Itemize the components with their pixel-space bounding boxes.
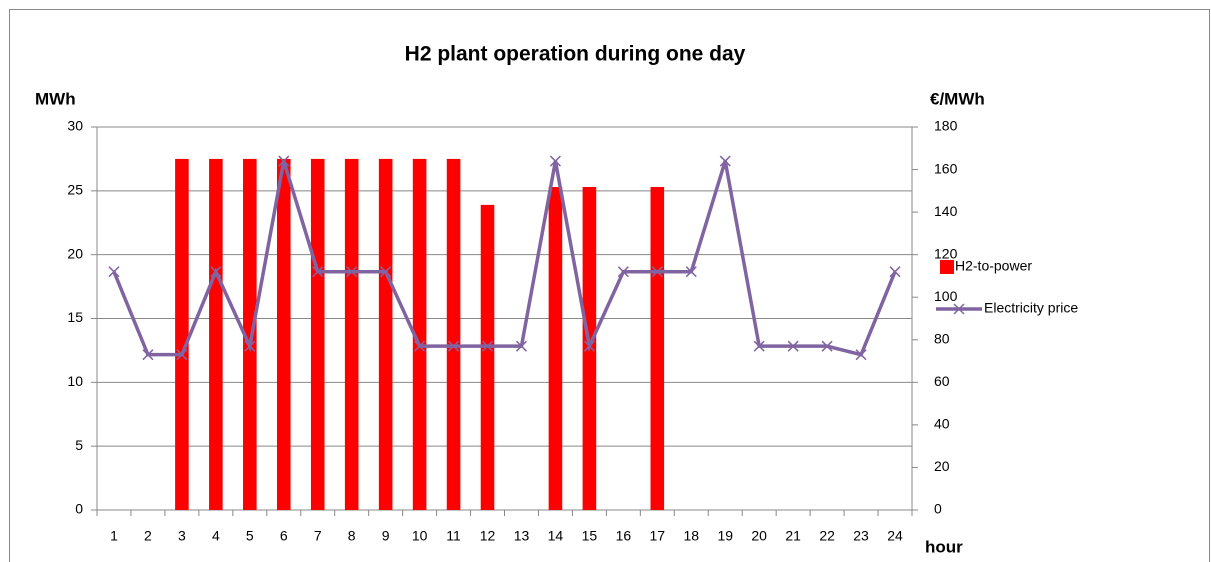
x-tick-label: 17 (650, 528, 666, 544)
bar (276, 158, 291, 510)
marker (346, 266, 358, 278)
y-tick-label: 5 (75, 437, 83, 453)
y-tick-label: 10 (67, 373, 83, 389)
y2-tick-label: 0 (934, 501, 942, 517)
x-tick-label: 5 (246, 528, 254, 544)
x-tick-label: 4 (212, 528, 220, 544)
x-axis-label: hour (925, 537, 963, 556)
marker (855, 349, 867, 361)
x-tick-label: 24 (887, 528, 903, 544)
x-tick-label: 21 (785, 528, 801, 544)
x-tick-label: 15 (582, 528, 598, 544)
bar (243, 158, 257, 510)
y-tick-label: 25 (67, 182, 83, 198)
bar (378, 158, 393, 510)
x-tick-label: 11 (446, 528, 461, 544)
bar (548, 187, 563, 510)
marker (481, 340, 494, 352)
legend-marker (953, 303, 965, 315)
marker (719, 155, 731, 167)
marker (583, 340, 595, 352)
marker (414, 340, 426, 352)
x-tick-label: 22 (819, 528, 835, 544)
x-tick-label: 8 (348, 528, 356, 544)
y2-axis-label: €/MWh (930, 89, 985, 108)
x-tick-label: 19 (717, 528, 733, 544)
y2-tick-label: 140 (934, 203, 958, 219)
line (112, 160, 897, 357)
bar (412, 158, 427, 510)
x-tick-label: 10 (412, 528, 428, 544)
y-tick-label: 30 (67, 118, 83, 134)
x-tick-label: 23 (853, 528, 869, 544)
y-tick-label: 20 (67, 245, 83, 261)
x-tick-label: 12 (480, 528, 496, 544)
y2-tick-label: 180 (934, 118, 958, 134)
y2-tick-label: 80 (934, 330, 950, 346)
marker (515, 340, 528, 352)
x-tick-label: 20 (751, 528, 767, 544)
x-tick-label: 13 (514, 528, 530, 544)
x-tick-label: 9 (382, 528, 390, 544)
marker (278, 155, 290, 167)
legend-label: H2-to-power (955, 258, 1032, 274)
y2-tick-label: 40 (934, 416, 950, 432)
x-tick-label: 18 (683, 528, 699, 544)
marker (787, 340, 799, 352)
y-tick-label: 15 (67, 309, 83, 325)
x-tick-label: 2 (144, 528, 152, 544)
chart-frame (9, 9, 1210, 562)
x-tick-label: 14 (548, 528, 564, 544)
chart-title: H2 plant operation during one day (405, 43, 746, 66)
x-tick-label: 6 (280, 528, 288, 544)
bar (175, 158, 189, 510)
y2-tick-label: 120 (934, 245, 958, 261)
marker (312, 266, 324, 278)
marker (617, 266, 629, 278)
y2-tick-label: 60 (934, 373, 950, 389)
marker (142, 349, 154, 361)
legend-label: Electricity price (984, 300, 1078, 316)
marker (549, 155, 561, 167)
marker (651, 266, 663, 278)
x-tick-label: 16 (616, 528, 632, 544)
x-tick-label: 1 (110, 528, 118, 544)
marker (176, 349, 188, 361)
marker (108, 266, 120, 278)
bar (446, 158, 461, 510)
y2-tick-label: 160 (934, 160, 958, 176)
marker (448, 340, 460, 352)
bar (480, 204, 495, 511)
x-tick-label: 7 (314, 528, 322, 544)
bar (310, 158, 325, 510)
legend-swatch (940, 260, 954, 274)
y2-tick-label: 100 (934, 288, 958, 304)
x-tick-label: 3 (178, 528, 186, 544)
marker (380, 266, 392, 278)
marker (889, 266, 901, 278)
y-tick-label: 0 (75, 501, 83, 517)
y-axis-label: MWh (35, 89, 76, 108)
marker (753, 340, 765, 352)
bar (344, 158, 359, 510)
y2-tick-label: 20 (934, 458, 950, 474)
bar (650, 187, 665, 510)
marker (685, 266, 697, 278)
marker (821, 340, 833, 352)
marker (210, 266, 222, 278)
bar (209, 158, 223, 510)
marker (244, 340, 256, 352)
